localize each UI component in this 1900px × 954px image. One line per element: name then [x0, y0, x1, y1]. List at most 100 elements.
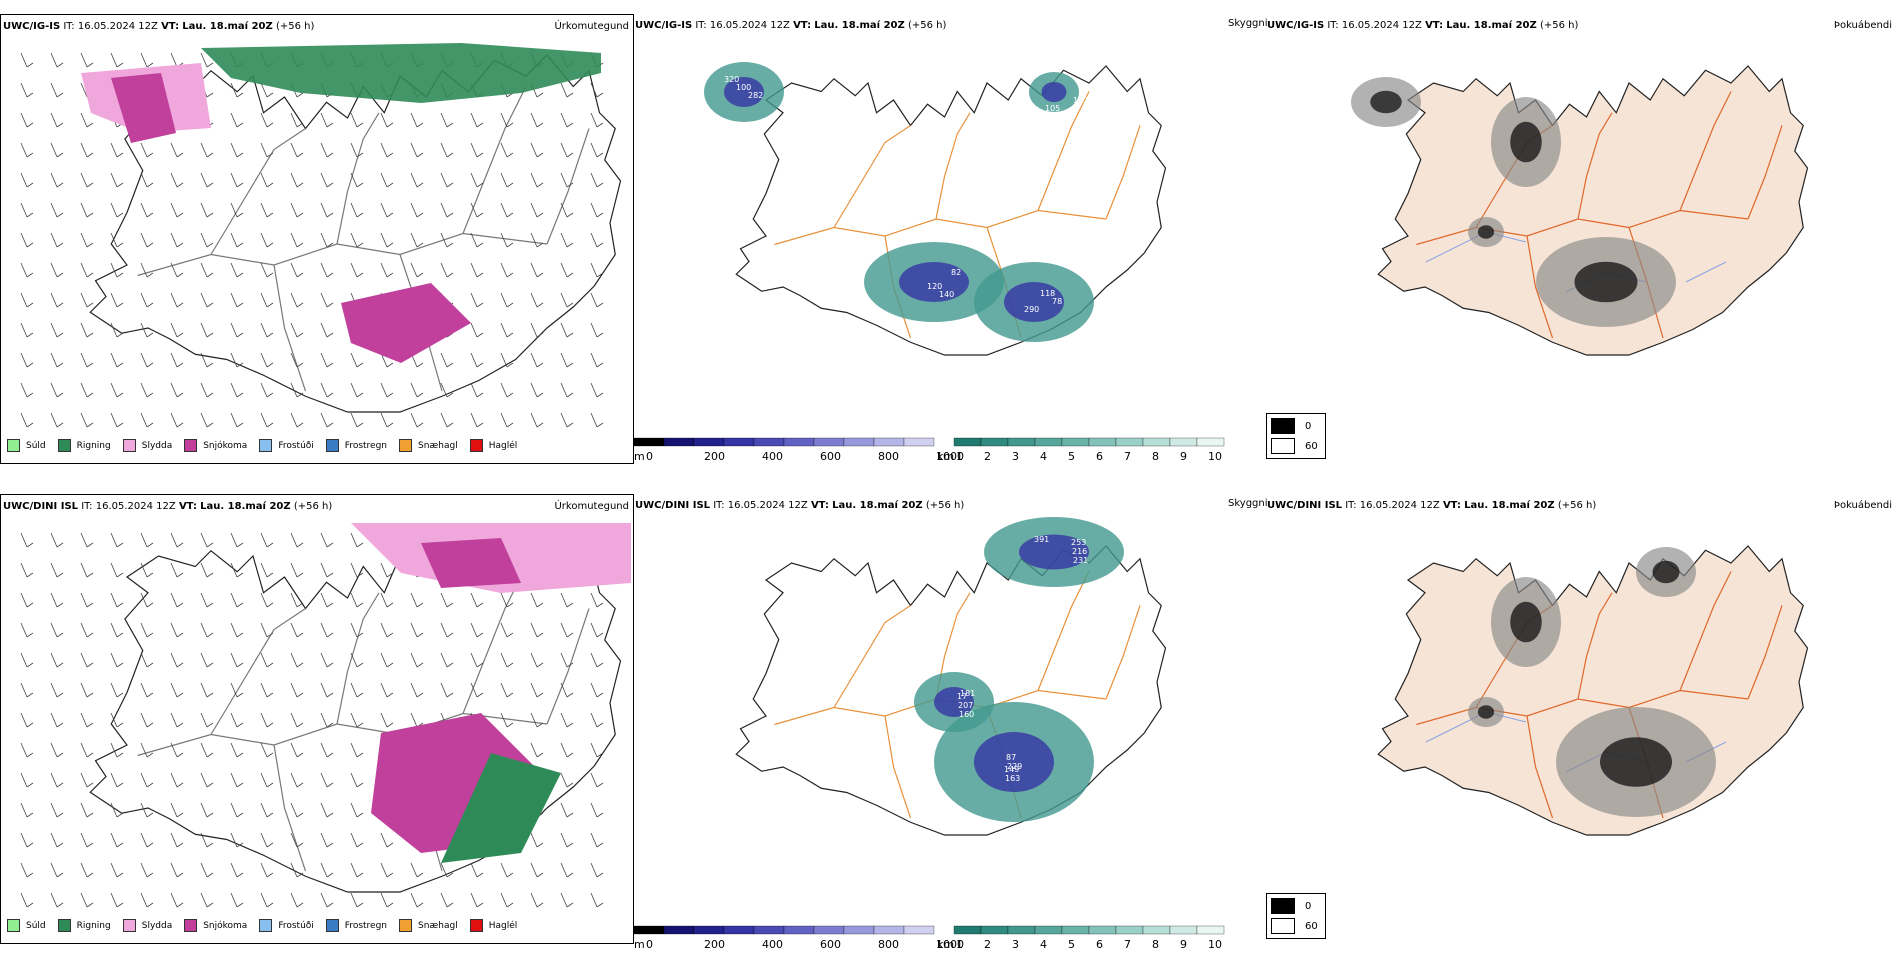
wind-barb	[260, 772, 268, 788]
colorbar-m-tick: 400	[762, 450, 783, 463]
wind-barb	[560, 232, 568, 248]
precip-area-rain	[441, 753, 561, 863]
wind-barb	[230, 112, 238, 128]
wind-barb	[560, 82, 568, 98]
wind-barb	[206, 392, 214, 398]
visibility-value-label: 216	[1072, 547, 1087, 556]
wind-barb	[446, 152, 454, 158]
wind-barb	[326, 422, 334, 428]
wind-barb	[500, 142, 508, 158]
road-line	[833, 605, 911, 708]
wind-barb	[170, 382, 178, 398]
wind-barb	[200, 802, 208, 818]
wind-barb	[236, 542, 244, 548]
colorbar-km-unit: km	[937, 450, 954, 463]
wind-barb	[476, 362, 484, 368]
wind-barb	[506, 422, 514, 428]
wind-barb	[26, 362, 34, 368]
wind-barb	[230, 232, 238, 248]
wind-barb	[296, 812, 304, 818]
wind-barb	[296, 842, 304, 848]
wind-barb	[536, 92, 544, 98]
wind-barb	[236, 722, 244, 728]
wind-barb	[410, 142, 418, 158]
wind-barb	[296, 212, 304, 218]
wind-barb	[116, 542, 124, 548]
precip-title-row2: UWC/DINI ISL IT: 16.05.2024 12Z VT: Lau.…	[3, 501, 333, 512]
wind-barb	[296, 782, 304, 788]
visibility-value-label: 100	[736, 83, 751, 92]
wind-barb	[206, 92, 214, 98]
wind-barb	[50, 382, 58, 398]
wind-barb	[140, 262, 148, 278]
wind-barb	[146, 62, 154, 68]
wind-barb	[290, 232, 298, 248]
wind-barb	[560, 862, 568, 878]
wind-barb	[326, 602, 334, 608]
wind-barb	[140, 742, 148, 758]
wind-barb	[140, 172, 148, 188]
wind-barb	[266, 782, 274, 788]
wind-barb	[140, 592, 148, 608]
wind-barb	[86, 632, 94, 638]
wind-barb	[446, 632, 454, 638]
wind-barb	[290, 292, 298, 308]
wind-barb	[56, 632, 64, 638]
wind-barb	[326, 812, 334, 818]
wind-barb	[26, 92, 34, 98]
wind-barb	[116, 62, 124, 68]
wind-barb	[356, 182, 364, 188]
wind-barb	[230, 382, 238, 398]
wind-barb	[386, 272, 394, 278]
legend-item: Snjókoma	[184, 919, 247, 932]
wind-barb	[326, 572, 334, 578]
wind-barb	[50, 862, 58, 878]
wind-barb	[50, 232, 58, 248]
wind-barb	[380, 892, 388, 908]
wind-barb	[260, 262, 268, 278]
wind-barb	[26, 782, 34, 788]
wind-barb	[320, 382, 328, 398]
wind-barb	[20, 82, 28, 98]
wind-barb	[266, 812, 274, 818]
wind-barb	[536, 302, 544, 308]
colorbar-m-cell	[873, 925, 905, 935]
wind-barb	[26, 422, 34, 428]
wind-barb	[536, 692, 544, 698]
wind-barb	[566, 812, 574, 818]
colorbar-m-tick: 1000	[936, 938, 964, 951]
wind-barb	[140, 232, 148, 248]
cloud-map-row1	[1351, 65, 1809, 356]
fog-area-dense	[1370, 90, 1402, 114]
legend-item: Frostregn	[325, 439, 387, 452]
wind-barb	[590, 652, 598, 668]
wind-barb	[56, 812, 64, 818]
wind-barb	[200, 862, 208, 878]
wind-barb	[116, 842, 124, 848]
wind-barb	[590, 892, 598, 908]
wind-barb	[86, 602, 94, 608]
wind-barb	[506, 182, 514, 188]
wind-barb	[470, 862, 478, 878]
colorbar-km-cell	[1088, 925, 1117, 935]
colorbar-m-cell	[663, 437, 695, 447]
wind-barb	[230, 802, 238, 818]
wind-barb	[230, 262, 238, 278]
wind-barb	[206, 362, 214, 368]
wind-barb	[290, 322, 298, 338]
wind-barb	[530, 412, 538, 428]
wind-barb	[50, 742, 58, 758]
precip-kind-label: Úrkomutegund	[554, 501, 629, 512]
wind-barb	[50, 562, 58, 578]
wind-barb	[590, 802, 598, 818]
wind-barb	[170, 892, 178, 908]
wind-barb	[260, 532, 268, 548]
road-line	[137, 712, 548, 757]
legend-label: Súld	[26, 440, 46, 451]
cloud-legend-label: 60	[1305, 920, 1318, 932]
wind-barb	[146, 302, 154, 308]
wind-barb	[20, 262, 28, 278]
wind-barb	[296, 272, 304, 278]
wind-barb	[230, 652, 238, 668]
wind-barb	[416, 212, 424, 218]
